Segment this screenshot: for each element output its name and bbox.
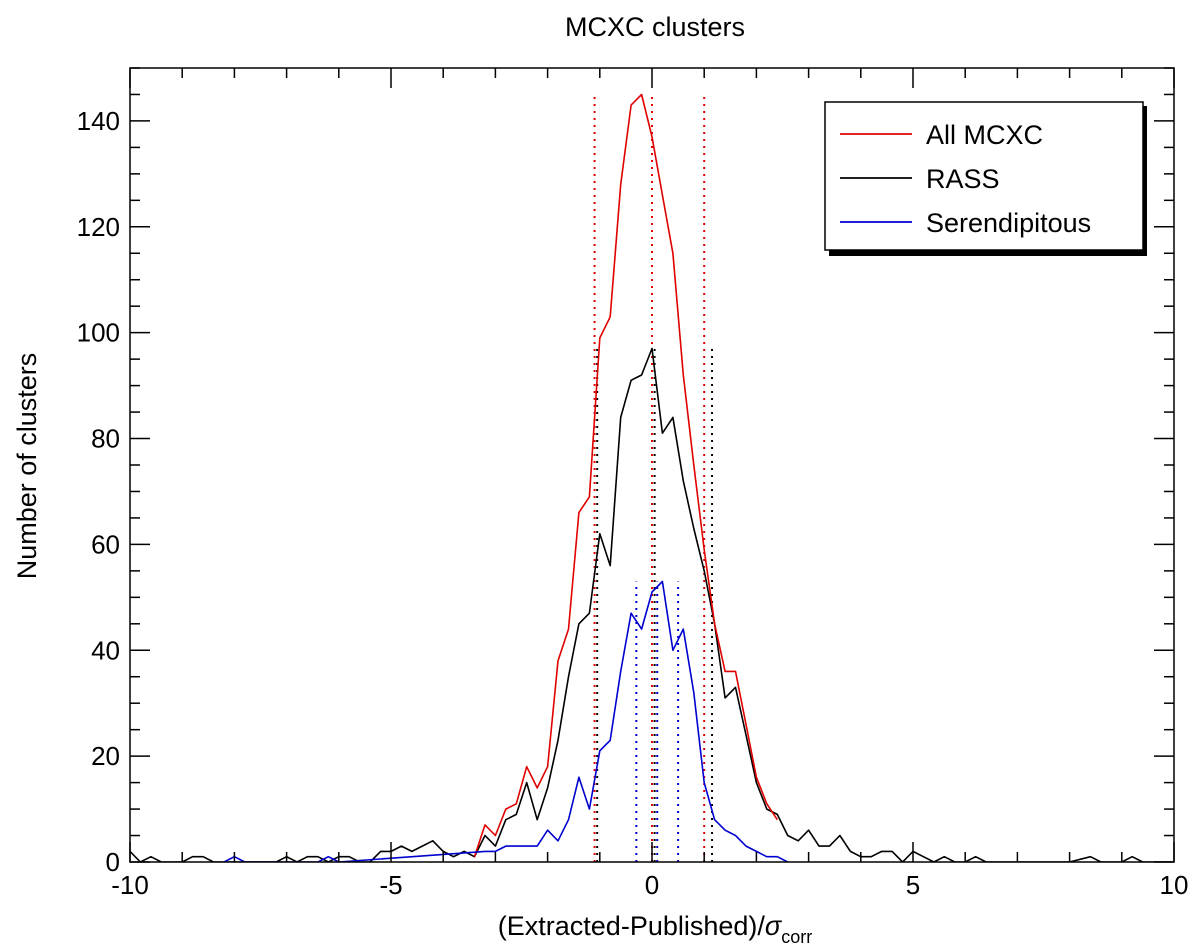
x-axis-label: (Extracted-Published)/σcorr [498, 911, 812, 947]
y-tick-label: 60 [91, 529, 120, 559]
x-tick-label: 10 [1160, 870, 1189, 900]
axis-ticks [129, 67, 1175, 863]
legend-label: Serendipitous [926, 208, 1091, 238]
y-axis-label: Number of clusters [12, 353, 42, 580]
y-tick-label: 140 [77, 106, 120, 136]
legend-label: All MCXC [926, 120, 1043, 150]
y-tick-label: 40 [91, 635, 120, 665]
x-tick-label: -5 [379, 870, 402, 900]
legend-box [824, 101, 1144, 251]
x-tick-label: 0 [645, 870, 659, 900]
series-lines [130, 93, 1174, 862]
reference-lines [593, 94, 714, 862]
x-axis-label-symbol: σ [765, 911, 783, 941]
series-line-serendipitous [223, 580, 789, 862]
series-line-rass [130, 347, 1174, 862]
x-tick-label: -10 [111, 870, 149, 900]
x-axis-label-text: (Extracted-Published)/ [498, 911, 766, 941]
y-tick-label: 20 [91, 741, 120, 771]
x-axis-label-subscript: corr [781, 927, 812, 947]
chart-title: MCXC clusters [565, 12, 745, 42]
legend-label: RASS [926, 164, 1000, 194]
series-line-all-mcxc [473, 93, 778, 857]
y-tick-label: 100 [77, 318, 120, 348]
y-tick-label: 0 [106, 847, 120, 877]
y-tick-label: 120 [77, 212, 120, 242]
legend: All MCXC RASS Serendipitous [824, 101, 1147, 256]
plot-area [130, 93, 1174, 862]
y-tick-label: 80 [91, 424, 120, 454]
x-tick-label: 5 [906, 870, 920, 900]
